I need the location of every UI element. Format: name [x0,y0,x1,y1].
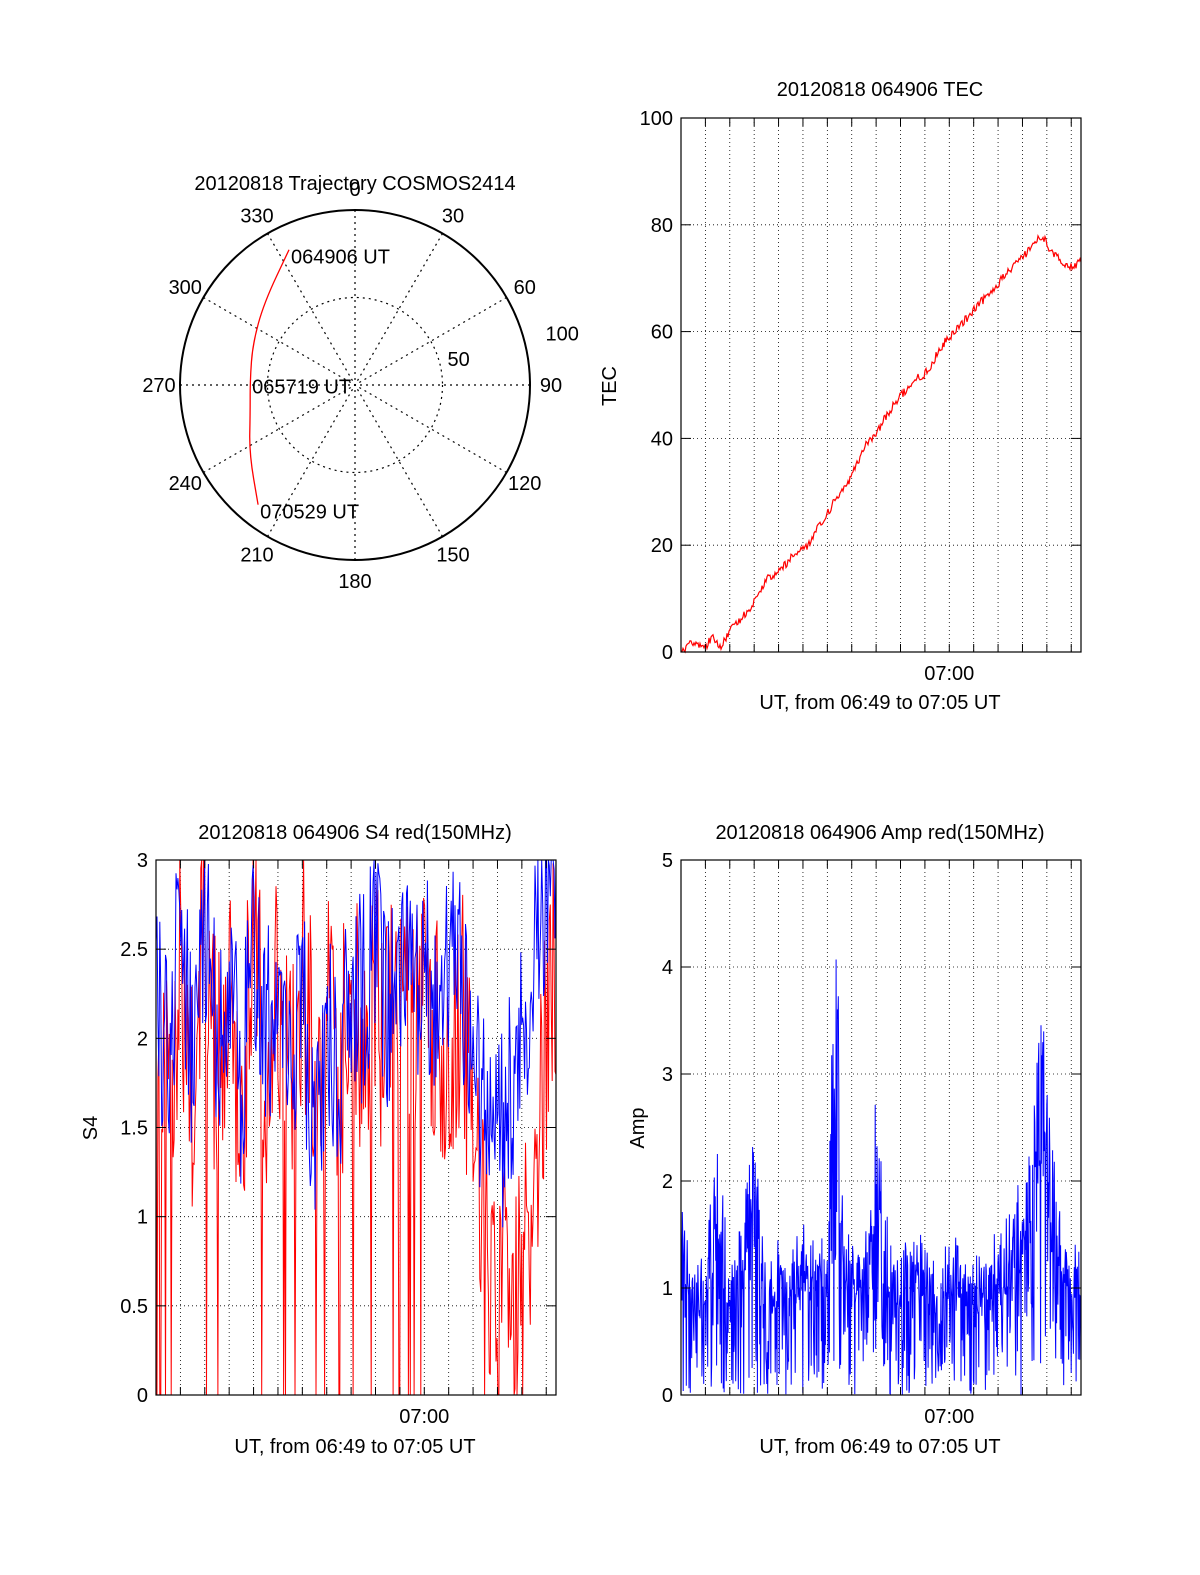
polar-time-annotation: 065719 UT [252,377,351,399]
tec-ylabel: TEC [599,366,621,406]
polar-trajectory-panel: 20120818 Trajectory COSMOS2414 0 30 60 90 12… [142,173,579,593]
polar-azimuth-label: 90 [540,375,562,397]
polar-azimuth-label: 300 [169,277,202,299]
y-tick-label: 80 [651,215,673,237]
plot-series [680,959,1082,1395]
y-tick-label: 20 [651,535,673,557]
y-tick-label: 1.5 [120,1118,148,1140]
y-tick-label: 0 [662,1385,673,1407]
y-tick-label: 2 [137,1028,148,1050]
tec-panel: 20120818 064906 TEC TEC UT, from 06:49 t… [599,79,1082,714]
polar-azimuth-label: 210 [240,545,273,567]
polar-azimuth-label: 330 [240,205,273,227]
red-series-line [680,233,1082,654]
y-tick-label: 2.5 [120,939,148,961]
polar-azimuth-label: 180 [338,571,371,593]
plot-axes: 0 20 40 60 80 100 07:00 [640,108,1082,685]
red-series-line [155,859,557,1396]
polar-azimuth-labels: 0 30 60 90 120 150 180 210 240 270 300 330 [142,179,562,593]
polar-azimuth-label: 0 [349,179,360,201]
polar-azimuth-label: 150 [436,545,469,567]
plot-frame [155,859,557,1396]
plot-axes: 0 1 2 3 4 5 07:00 [662,850,1082,1428]
polar-azimuth-label: 120 [508,473,541,495]
s4-panel: 20120818 064906 S4 red(150MHz) S4 UT, fr… [80,822,557,1458]
amp-ylabel: Amp [627,1107,649,1148]
polar-azimuth-label: 30 [442,205,464,227]
polar-inner-circle [266,296,444,474]
y-tick-label: 100 [640,108,673,130]
y-tick-label: 0 [137,1385,148,1407]
s4-title: 20120818 064906 S4 red(150MHz) [198,822,512,844]
blue-series-line [155,859,557,1228]
polar-azimuth-label: 60 [514,277,536,299]
polar-time-annotation: 064906 UT [291,247,390,269]
plot-axes: 0 0.5 1 1.5 2 2.5 3 07:00 [120,850,557,1428]
y-tick-label: 40 [651,428,673,450]
y-tick-label: 0.5 [120,1296,148,1318]
polar-time-annotation: 070529 UT [260,502,359,524]
x-tick-label: 07:00 [924,1406,974,1428]
polar-radial-label: 50 [447,349,469,371]
x-tick-label: 07:00 [924,663,974,685]
polar-title: 20120818 Trajectory COSMOS2414 [194,173,515,195]
s4-xlabel: UT, from 06:49 to 07:05 UT [234,1436,475,1458]
y-tick-label: 60 [651,322,673,344]
x-tick-label: 07:00 [399,1406,449,1428]
s4-ylabel: S4 [80,1116,102,1140]
plot-frame [680,859,1082,1396]
polar-azimuth-label: 240 [169,473,202,495]
plot-frame [680,117,1082,653]
y-tick-label: 2 [662,1171,673,1193]
polar-grid [179,209,531,561]
amp-xlabel: UT, from 06:49 to 07:05 UT [759,1436,1000,1458]
tec-title: 20120818 064906 TEC [777,79,983,101]
y-tick-label: 4 [662,957,673,979]
y-tick-label: 3 [137,850,148,872]
polar-trajectory-series [249,249,290,505]
polar-radial-labels: 50 100 [447,323,578,371]
y-tick-label: 1 [662,1278,673,1300]
plot-series [680,233,1082,654]
y-tick-label: 3 [662,1064,673,1086]
amp-panel: 20120818 064906 Amp red(150MHz) Amp UT, … [627,822,1082,1458]
polar-azimuth-label: 270 [142,375,175,397]
tec-xlabel: UT, from 06:49 to 07:05 UT [759,692,1000,714]
polar-trajectory-line [249,249,290,505]
y-tick-label: 5 [662,850,673,872]
blue-series-line [680,959,1082,1395]
amp-title: 20120818 064906 Amp red(150MHz) [715,822,1044,844]
polar-radial-label: 100 [545,323,578,345]
polar-annotations: 064906 UT 065719 UT 070529 UT [252,247,390,524]
plot-grid [681,118,1081,652]
plot-series [155,859,557,1396]
y-tick-label: 0 [662,642,673,664]
y-tick-label: 1 [137,1207,148,1229]
polar-spoke [266,233,444,537]
